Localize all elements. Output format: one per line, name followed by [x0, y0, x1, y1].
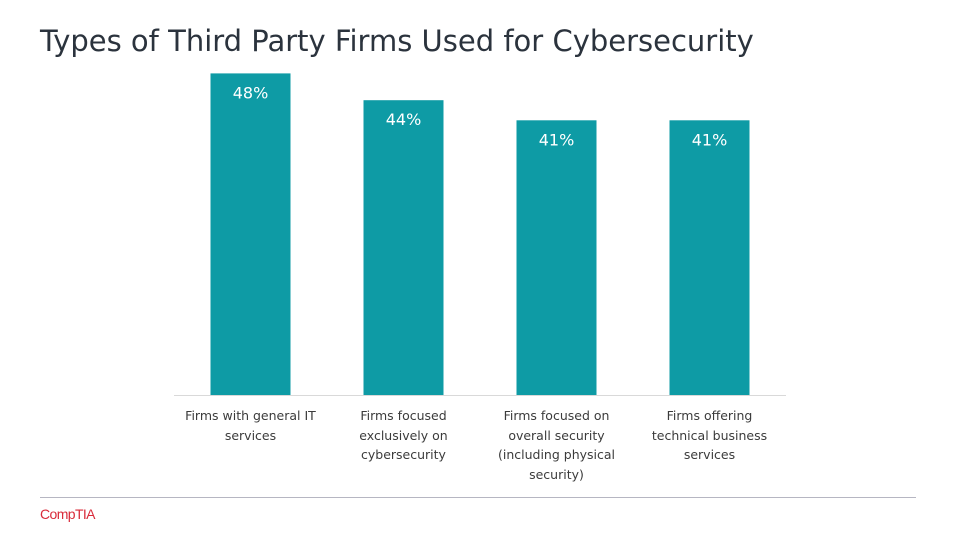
data-label-3: 41% [539, 130, 575, 149]
bar-3 [516, 120, 597, 396]
footer-divider [40, 497, 916, 498]
chart-title: Types of Third Party Firms Used for Cybe… [40, 24, 754, 58]
data-label-1: 48% [233, 83, 269, 102]
bar-1 [210, 73, 291, 396]
data-label-4: 41% [692, 130, 728, 149]
category-label-4: Firms offering technical business servic… [651, 408, 768, 462]
category-label-3: Firms focused on overall security (inclu… [497, 408, 616, 482]
bar-4 [669, 120, 750, 396]
bar-chart: 48% 44% 41% 41% [174, 73, 786, 396]
logo-text: CompTIA [40, 506, 96, 522]
category-label-1: Firms with general IT services [185, 408, 316, 443]
comptia-logo: CompTIA [40, 506, 96, 522]
bar-2 [363, 100, 444, 395]
data-label-2: 44% [386, 110, 422, 129]
category-label-2: Firms focused exclusively on cybersecuri… [359, 408, 448, 462]
